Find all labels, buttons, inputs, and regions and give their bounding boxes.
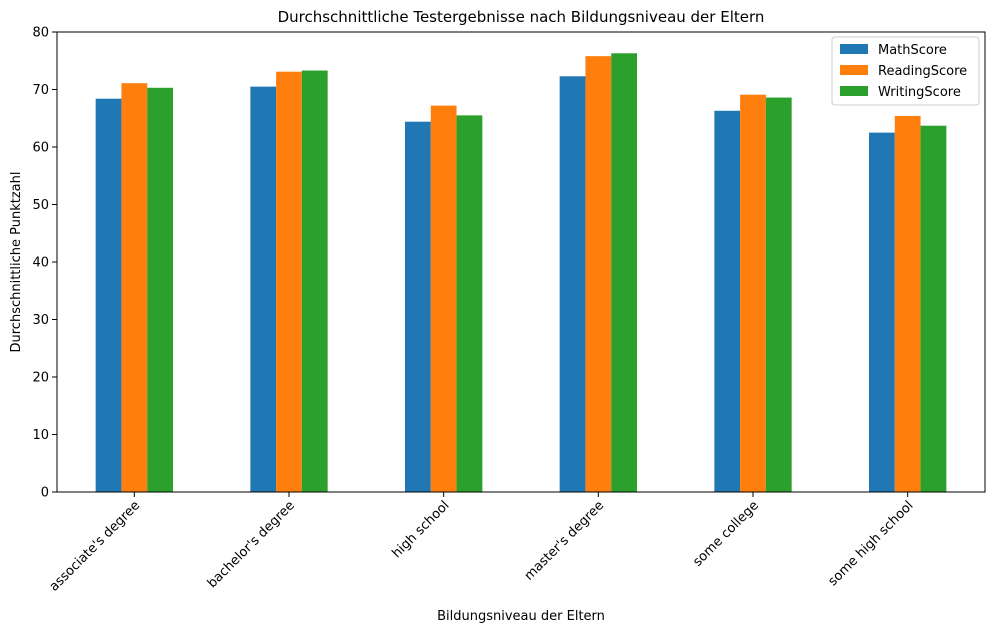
x-tick-label: some college bbox=[690, 498, 761, 569]
legend-swatch-mathscore bbox=[840, 44, 868, 54]
y-axis-label: Durchschnittliche Punktzahl bbox=[9, 172, 24, 353]
bar-readingscore-5 bbox=[894, 115, 921, 492]
bar-readingscore-4 bbox=[740, 94, 766, 493]
plot-area: 0 10 20 30 40 50 60 70 80 associate's degree bache… bbox=[32, 26, 986, 595]
bar-mathscore-4 bbox=[714, 110, 741, 492]
bar-writingscore-0 bbox=[147, 87, 173, 492]
legend-swatch-readingscore bbox=[840, 65, 868, 75]
x-tick-label: master's degree bbox=[522, 498, 607, 583]
bar-readingscore-2 bbox=[430, 105, 457, 492]
y-tick-label: 40 bbox=[32, 256, 49, 271]
legend-label-readingscore: ReadingScore bbox=[878, 64, 967, 79]
bar-writingscore-1 bbox=[301, 70, 328, 493]
bar-readingscore-3 bbox=[585, 56, 612, 493]
x-tick-label: bachelor's degree bbox=[205, 498, 298, 591]
y-axis-label-group: Durchschnittliche Punktzahl bbox=[9, 172, 24, 353]
x-tick-label: some high school bbox=[825, 498, 916, 589]
bar-writingscore-5 bbox=[920, 125, 947, 492]
bar-mathscore-1 bbox=[250, 86, 277, 493]
y-tick-label: 60 bbox=[32, 141, 49, 156]
legend-box bbox=[831, 36, 980, 106]
bar-mathscore-5 bbox=[869, 132, 895, 493]
x-tick-label: associate's degree bbox=[47, 498, 143, 594]
y-tick-label: 70 bbox=[32, 83, 49, 98]
y-tick-label: 0 bbox=[41, 486, 49, 501]
x-tick-label: high school bbox=[389, 498, 452, 561]
legend-swatch-writingscore bbox=[840, 86, 868, 96]
y-tick-label: 20 bbox=[32, 371, 49, 386]
legend: MathScore ReadingScore WritingScore bbox=[831, 36, 980, 106]
bar-mathscore-3 bbox=[559, 76, 586, 492]
bar-readingscore-0 bbox=[121, 83, 148, 493]
bar-mathscore-0 bbox=[95, 98, 122, 492]
bar-writingscore-3 bbox=[611, 53, 637, 492]
x-axis-label: Bildungsniveau der Eltern bbox=[437, 609, 605, 624]
legend-label-writingscore: WritingScore bbox=[878, 85, 961, 100]
y-tick-label: 30 bbox=[32, 313, 49, 328]
legend-label-mathscore: MathScore bbox=[878, 43, 947, 58]
y-tick-label: 50 bbox=[32, 198, 49, 213]
bar-writingscore-2 bbox=[456, 115, 483, 493]
chart-title: Durchschnittliche Testergebnisse nach Bi… bbox=[278, 8, 765, 26]
y-tick-label: 10 bbox=[32, 428, 49, 443]
bar-writingscore-4 bbox=[765, 97, 792, 493]
bar-mathscore-2 bbox=[405, 121, 431, 492]
y-tick-label: 80 bbox=[32, 26, 49, 41]
bar-readingscore-1 bbox=[276, 71, 302, 493]
